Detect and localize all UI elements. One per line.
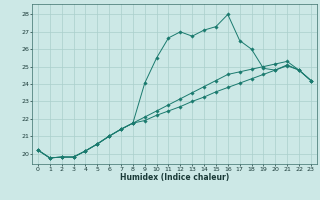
X-axis label: Humidex (Indice chaleur): Humidex (Indice chaleur) bbox=[120, 173, 229, 182]
